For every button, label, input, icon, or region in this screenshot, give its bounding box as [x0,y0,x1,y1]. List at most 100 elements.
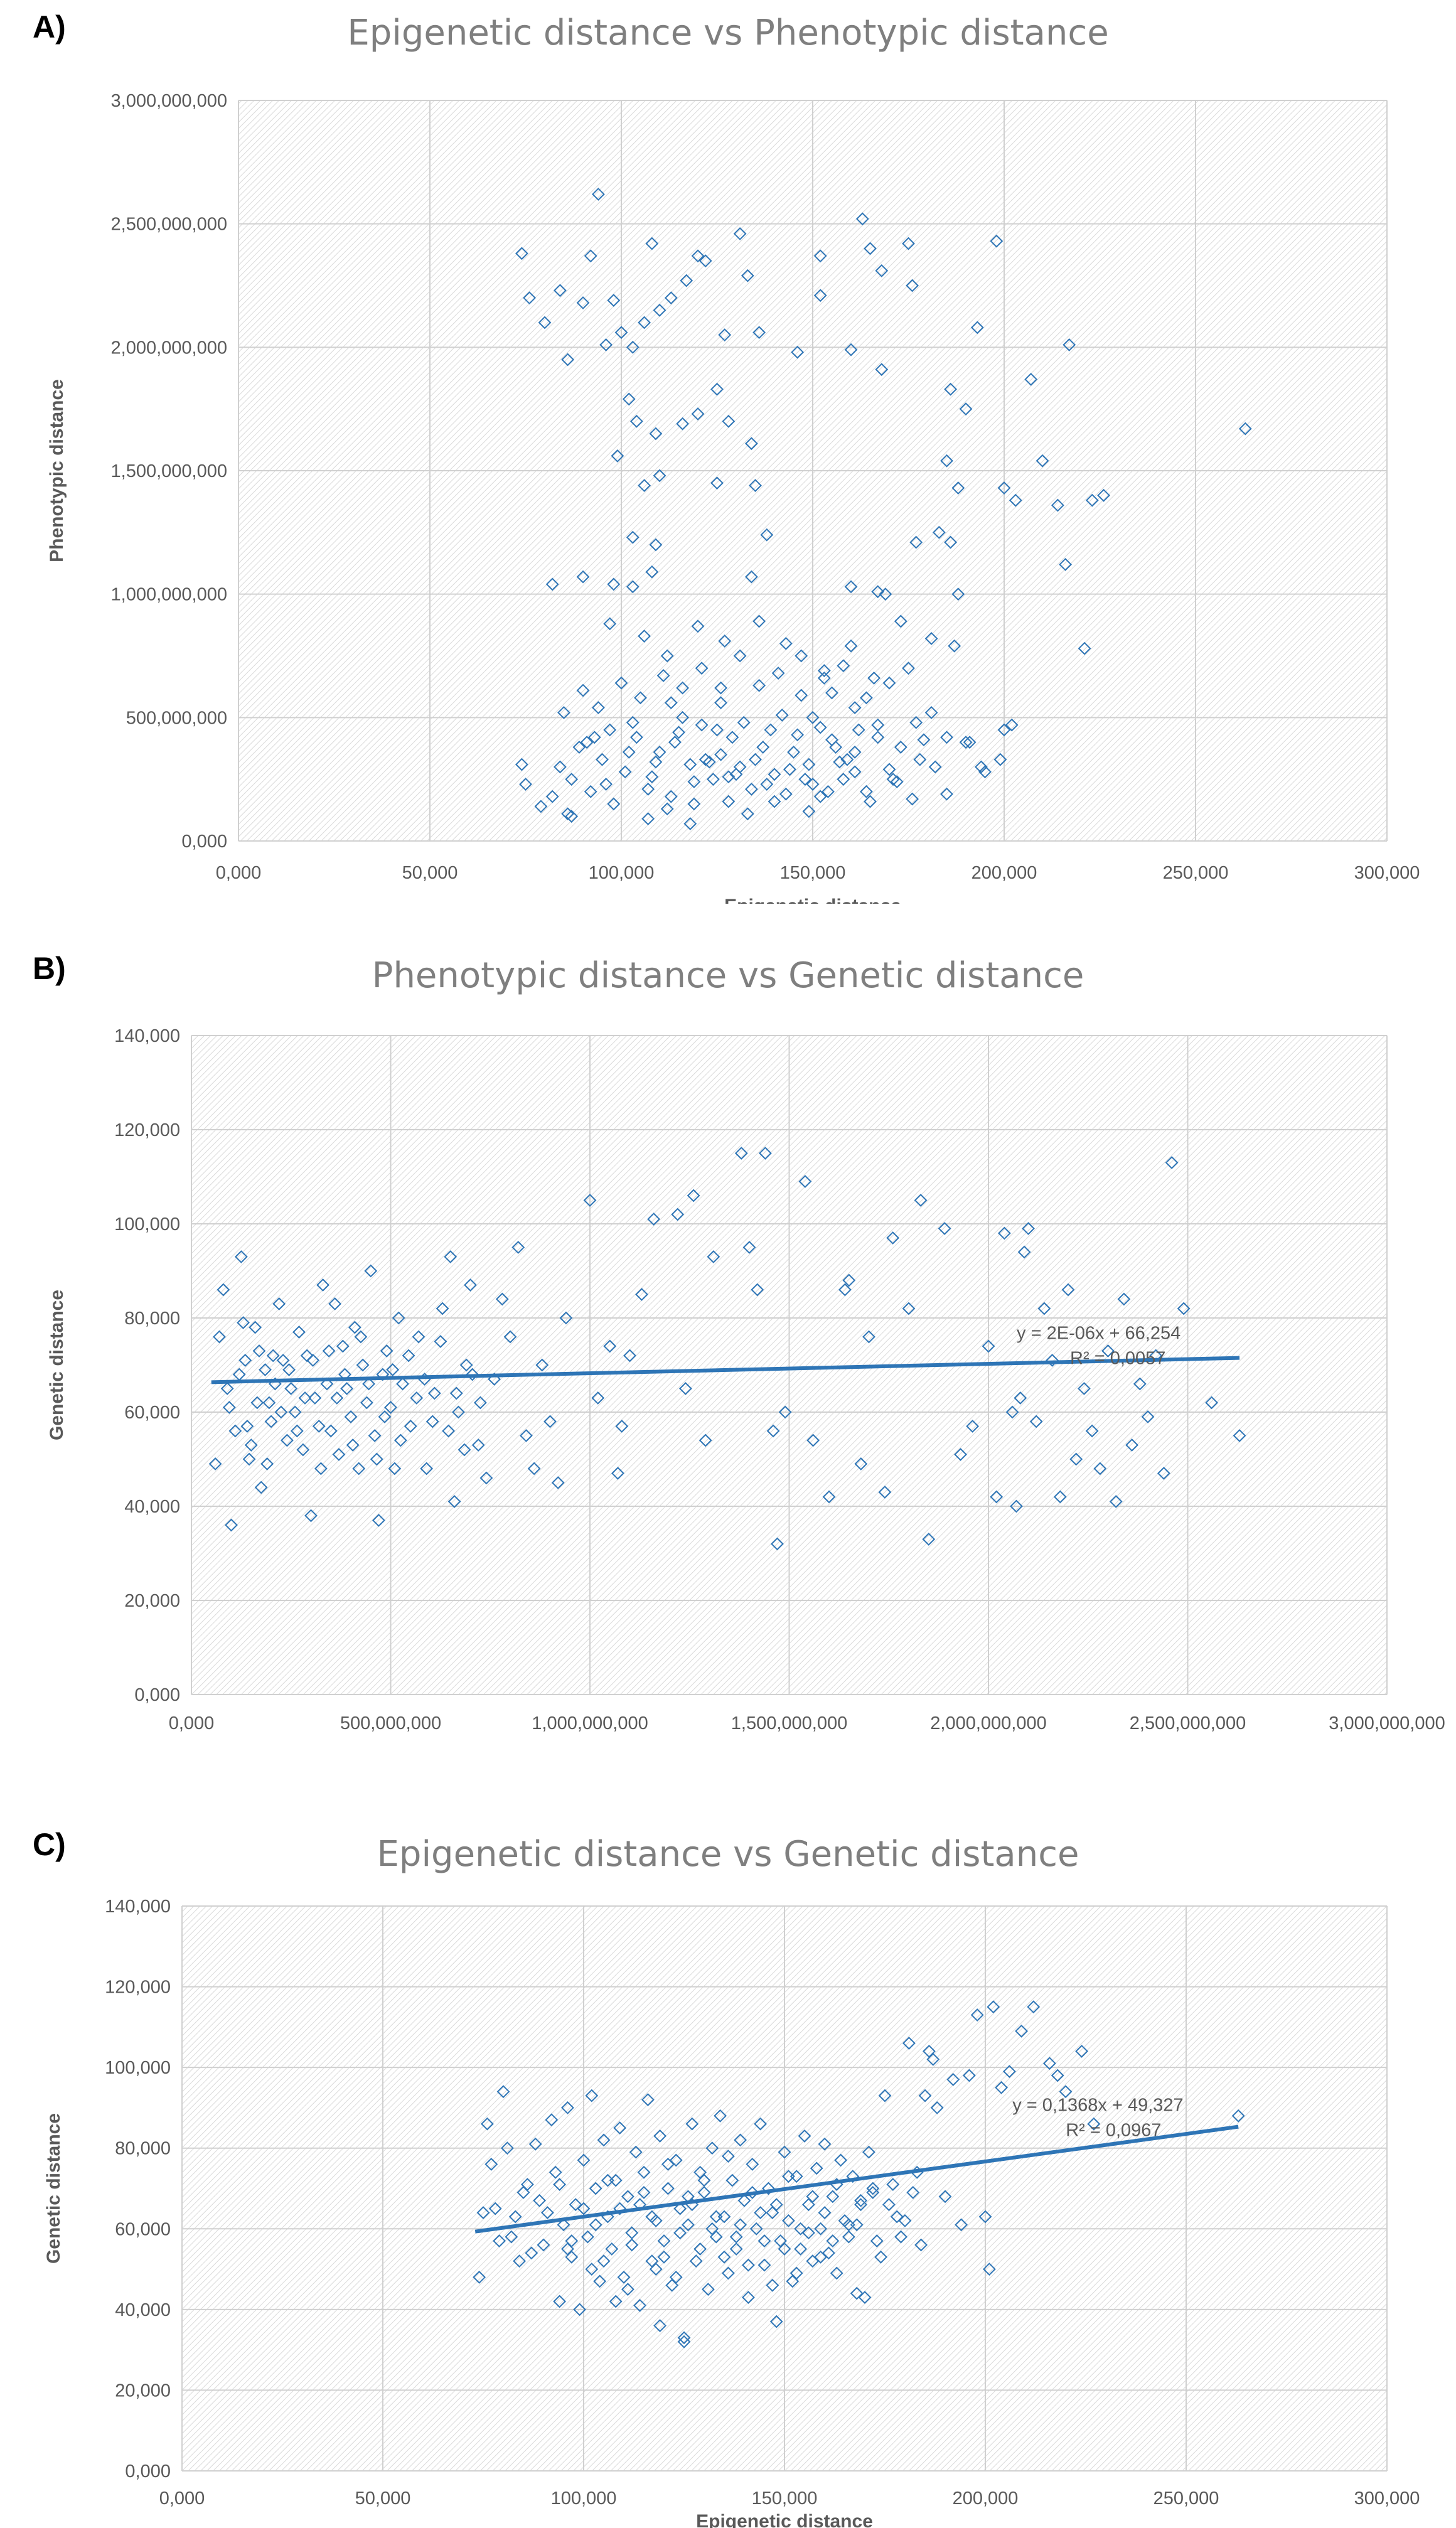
data-point [500,2141,514,2155]
data-point [906,2186,920,2199]
data-point [829,741,843,754]
x-axis-label: Phenotypic distance [698,1742,881,1745]
data-point [778,2145,791,2159]
data-point [840,753,854,766]
data-point [488,2202,502,2215]
data-point [744,782,758,796]
data-point [710,723,724,737]
data-point [420,1462,434,1476]
data-point [677,2331,691,2345]
data-point [714,747,728,761]
data-point [565,773,579,786]
data-point [878,2089,892,2102]
data-point [710,382,724,396]
data-point [622,392,636,406]
data-point [1024,373,1038,386]
data-point [970,2008,984,2022]
data-point [527,1462,541,1476]
data-point [775,708,789,722]
data-point [320,1377,334,1391]
data-point [781,2214,795,2227]
data-point [392,1311,405,1325]
data-point [1005,1405,1019,1419]
trendline-r2: R² = 0,0967 [1066,2121,1161,2141]
data-point [760,528,774,542]
x-tick-label: 100,000 [589,863,655,883]
y-tick-label: 0,000 [125,2461,171,2482]
data-point [673,2226,687,2240]
data-point [523,291,537,305]
data-point [410,1391,424,1405]
data-point [801,2226,815,2240]
data-point [1141,1410,1155,1423]
data-point [725,2173,739,2187]
data-point [689,2254,703,2268]
data-point [697,2186,711,2199]
data-point [1059,2085,1073,2099]
y-tick-label: 60,000 [115,2219,171,2239]
data-point [505,2230,518,2244]
data-point [614,676,628,690]
data-point [864,242,877,255]
data-point [722,770,736,784]
data-point [607,797,621,811]
data-point [671,1208,685,1221]
data-point [683,758,697,771]
data-point [909,715,923,729]
data-point [914,1194,928,1207]
data-point [645,2254,659,2268]
data-point [741,269,754,282]
data-point [471,1438,485,1452]
data-point [360,1396,373,1410]
data-point [842,2230,855,2244]
data-point [388,1462,402,1476]
data-point [545,790,559,803]
data-point [250,1396,264,1410]
data-point [705,2141,719,2155]
panel-b-title: Phenotypic distance vs Genetic distance [372,955,1084,996]
y-tick-label: 2,000,000,000 [111,338,227,358]
data-point [982,2263,996,2276]
data-point [848,701,862,715]
data-point [412,1330,426,1344]
data-point [217,1283,230,1297]
data-point [1101,1344,1115,1358]
data-point [768,795,781,808]
panel-a: A) Epigenetic distance vs Phenotypic dis… [0,0,1456,904]
data-point [768,768,781,781]
data-point [710,476,724,490]
data-point [852,723,865,737]
data-point [459,1358,473,1372]
data-point [717,2250,731,2264]
data-point [890,775,904,789]
data-point [878,1486,892,1499]
data-point [854,2198,868,2212]
trendline-equation: y = 0,1368x + 49,327 [1012,2096,1184,2116]
data-point [867,671,881,685]
data-point [997,723,1011,737]
data-point [760,778,774,791]
data-point [902,1302,916,1315]
data-point [585,2089,599,2102]
data-point [826,2190,840,2204]
data-point [641,2093,655,2106]
data-point [1097,488,1111,502]
data-point [746,2186,759,2199]
data-point [781,2170,795,2183]
data-point [573,2303,587,2316]
data-point [744,570,758,584]
data-point [822,2246,835,2260]
data-point [569,2198,582,2212]
x-tick-label: 0,000 [169,1713,215,1733]
data-point [751,1283,764,1297]
panel-b-chart: 0,000 20,000 40,000 60,000 80,000 100,000 120,… [46,1026,1445,1745]
data-point [304,1509,318,1523]
data-point [1029,1415,1043,1428]
data-point [814,2250,828,2264]
data-point [633,2299,647,2312]
y-tick-label: 40,000 [115,2300,171,2320]
data-point [626,715,640,729]
data-point [656,669,670,682]
data-point [314,1462,328,1476]
panel-b: B) Phenotypic distance vs Genetic distan… [0,929,1456,1745]
